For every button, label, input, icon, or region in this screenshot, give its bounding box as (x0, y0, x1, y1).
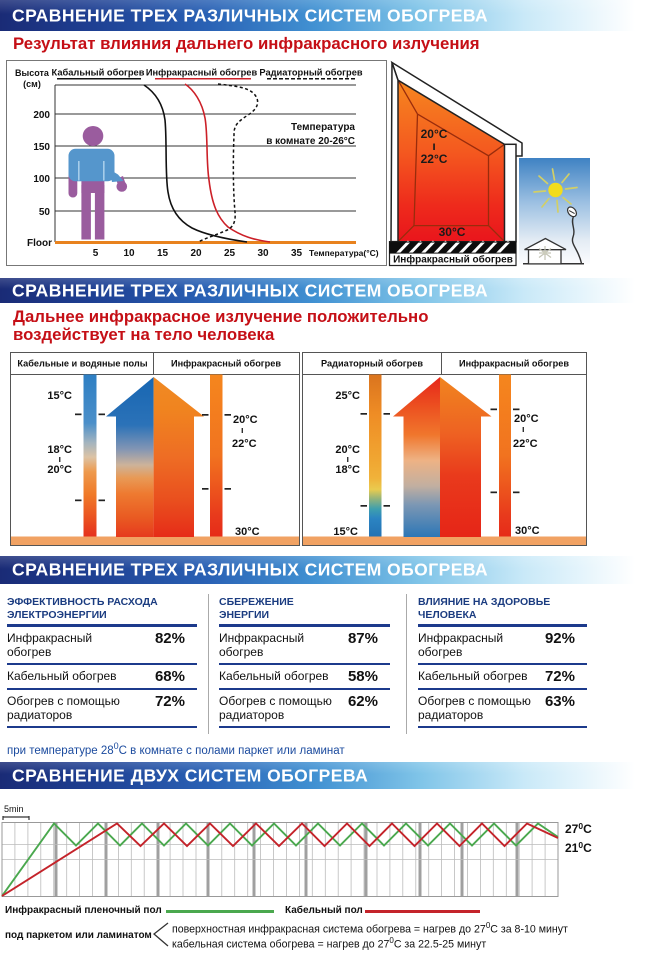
svg-text:35: 35 (291, 248, 303, 259)
svg-text:22°C: 22°C (421, 152, 448, 166)
svg-text:15: 15 (157, 248, 169, 259)
svg-text:20°C: 20°C (335, 444, 360, 456)
svg-text:Температура(°C): Температура(°C) (309, 248, 379, 258)
svg-text:Инфракрасный обогрев: Инфракрасный обогрев (459, 359, 569, 369)
svg-text:Кабельные и водяные полы: Кабельные и водяные полы (17, 359, 147, 369)
svg-text:Инфракрасный обогрев: Инфракрасный обогрев (171, 359, 281, 369)
svg-text:15°C: 15°C (333, 526, 358, 538)
svg-text:5: 5 (93, 248, 99, 259)
svg-text:Радиаторный обогрев: Радиаторный обогрев (259, 68, 362, 78)
svg-text:30°C: 30°C (235, 526, 260, 538)
svg-text:22°C: 22°C (232, 438, 257, 450)
svg-text:30: 30 (257, 248, 269, 259)
svg-text:20°C: 20°C (421, 127, 448, 141)
svg-text:20°C: 20°C (47, 464, 72, 476)
svg-text:ı: ı (58, 454, 61, 464)
svg-text:Floor: Floor (27, 238, 52, 249)
svg-text:25°C: 25°C (335, 390, 360, 402)
svg-text:20°C: 20°C (233, 414, 258, 426)
svg-text:100: 100 (33, 174, 50, 185)
svg-text:270С: 270С (565, 821, 592, 836)
svg-text:18°C: 18°C (47, 444, 72, 456)
svg-text:ı: ı (432, 139, 435, 153)
svg-text:ı: ı (241, 425, 244, 435)
svg-text:20: 20 (190, 248, 202, 259)
svg-text:Температура: Температура (291, 122, 355, 133)
svg-text:Радиаторный обогрев: Радиаторный обогрев (321, 359, 423, 369)
svg-text:50: 50 (39, 207, 51, 218)
svg-text:22°C: 22°C (513, 438, 538, 450)
svg-text:15°C: 15°C (47, 390, 72, 402)
svg-text:Инфракрасный обогрев: Инфракрасный обогрев (146, 68, 258, 78)
svg-text:30°C: 30°C (515, 525, 540, 537)
svg-text:200: 200 (33, 110, 50, 121)
svg-text:25: 25 (224, 248, 236, 259)
svg-text:5min: 5min (4, 804, 24, 814)
svg-text:в комнате 20-26°C: в комнате 20-26°C (266, 136, 355, 147)
svg-text:Кабальный обогрев: Кабальный обогрев (52, 68, 145, 78)
svg-text:20°C: 20°C (514, 413, 539, 425)
svg-text:(см): (см) (23, 79, 41, 89)
svg-text:18°C: 18°C (335, 464, 360, 476)
svg-text:150: 150 (33, 142, 50, 153)
svg-text:30°C: 30°C (439, 225, 466, 239)
svg-text:ı: ı (522, 424, 525, 434)
svg-text:210С: 210С (565, 840, 592, 855)
svg-text:10: 10 (123, 248, 135, 259)
svg-text:Инфракрасный обогрев: Инфракрасный обогрев (393, 254, 513, 266)
svg-text:ı: ı (346, 454, 349, 464)
svg-text:Высота: Высота (15, 68, 50, 78)
